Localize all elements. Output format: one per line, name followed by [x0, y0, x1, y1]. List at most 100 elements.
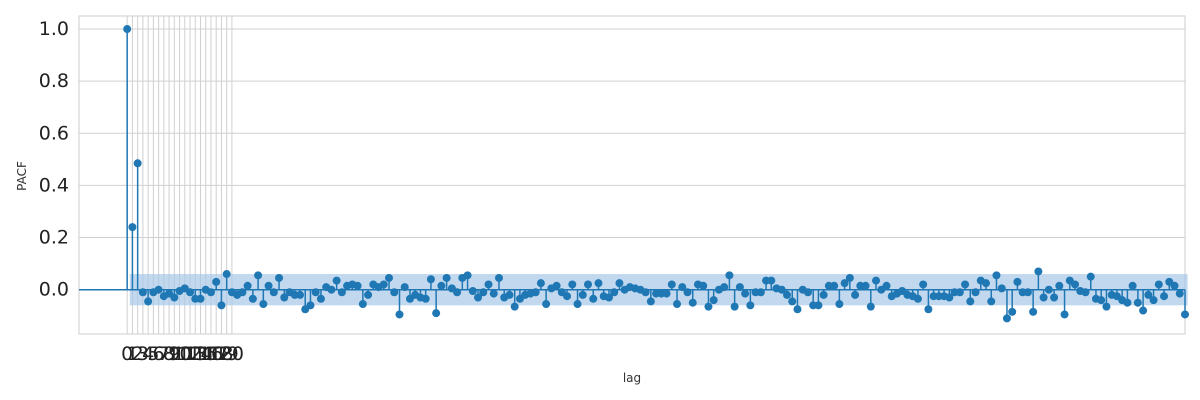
stem-marker — [1181, 310, 1189, 319]
stem-marker — [248, 294, 257, 303]
stem-series — [123, 25, 1189, 323]
stem-marker — [1002, 314, 1011, 323]
stem-marker — [919, 280, 928, 289]
stem-marker — [1034, 267, 1043, 276]
y-tick-label: 0.4 — [39, 174, 69, 196]
stem-marker — [709, 296, 718, 305]
stem-marker — [1060, 310, 1069, 319]
stem-marker — [144, 297, 153, 306]
stem-marker — [432, 309, 441, 318]
stem-marker — [767, 276, 776, 285]
stem-marker — [1154, 280, 1163, 289]
stem-marker — [735, 283, 744, 292]
stem-marker — [222, 270, 231, 279]
stem-marker — [385, 273, 394, 282]
stem-marker — [400, 283, 409, 292]
stem-marker — [531, 288, 540, 297]
stem-marker — [851, 290, 860, 299]
stem-marker — [604, 293, 613, 302]
stem-marker — [133, 159, 142, 168]
stem-marker — [196, 294, 205, 303]
stem-marker — [395, 310, 404, 319]
stem-marker — [1039, 293, 1048, 302]
stem-marker — [610, 288, 619, 297]
stem-marker — [269, 288, 278, 297]
stem-marker — [641, 288, 650, 297]
stem-marker — [489, 289, 498, 298]
stem-marker — [945, 293, 954, 302]
x-tick-label: 19 — [215, 343, 239, 365]
stem-marker — [332, 276, 341, 285]
stem-marker — [730, 302, 739, 311]
stem-marker — [845, 273, 854, 282]
stem-marker — [667, 280, 676, 289]
stem-marker — [1097, 296, 1106, 305]
stem-marker — [138, 288, 147, 297]
stem-marker — [327, 285, 336, 294]
x-tick-label: 1 — [126, 343, 138, 365]
stem-marker — [1133, 298, 1142, 307]
stem-marker — [866, 302, 875, 311]
stem-marker — [777, 285, 786, 294]
stem-marker — [982, 279, 991, 288]
stem-marker — [1144, 290, 1153, 299]
stem-marker — [913, 294, 922, 303]
stem-marker — [924, 305, 933, 314]
stem-marker — [1149, 296, 1158, 305]
stem-marker — [683, 288, 692, 297]
stem-marker — [453, 288, 462, 297]
stem-marker — [814, 301, 823, 310]
stem-marker — [358, 300, 367, 309]
stem-marker — [720, 283, 729, 292]
y-tick-label: 1.0 — [39, 18, 69, 40]
stem-marker — [688, 298, 697, 307]
stem-marker — [1102, 302, 1111, 311]
x-tick-label: 18 — [209, 343, 233, 365]
x-tick-label: 14 — [188, 343, 212, 365]
y-tick-label: 0.8 — [39, 70, 69, 92]
x-tick-label: 11 — [173, 343, 197, 365]
stem-marker — [584, 280, 593, 289]
stem-marker — [542, 300, 551, 309]
x-tick-label: 7 — [158, 343, 170, 365]
x-tick-label: 0 — [121, 343, 133, 365]
x-tick-label: 6 — [153, 343, 165, 365]
stem-marker — [746, 301, 755, 310]
stem-marker — [484, 280, 493, 289]
stem-marker — [678, 283, 687, 292]
stem-marker — [426, 275, 435, 284]
stem-marker — [819, 290, 828, 299]
stem-marker — [154, 285, 163, 294]
stem-marker — [364, 290, 373, 299]
stem-marker — [337, 288, 346, 297]
stem-marker — [280, 293, 289, 302]
stem-marker — [390, 288, 399, 297]
stem-marker — [243, 281, 252, 290]
stem-marker — [966, 297, 975, 306]
stem-marker — [573, 300, 582, 309]
stem-marker — [1071, 280, 1080, 289]
stem-marker — [421, 294, 430, 303]
stem-marker — [494, 273, 503, 282]
stem-marker — [741, 289, 750, 298]
stem-marker — [295, 290, 304, 299]
y-tick-label: 0.6 — [39, 122, 69, 144]
stem-marker — [1044, 285, 1053, 294]
stem-marker — [505, 290, 514, 299]
stem-marker — [783, 290, 792, 299]
stem-marker — [463, 271, 472, 280]
stem-marker — [206, 288, 215, 297]
stem-marker — [788, 297, 797, 306]
stem-marker — [128, 223, 137, 232]
stem-marker — [961, 280, 970, 289]
stem-marker — [563, 292, 572, 301]
stem-marker — [259, 300, 268, 309]
stem-marker — [479, 288, 488, 297]
stem-marker — [170, 293, 179, 302]
x-tick-label: 10 — [167, 343, 191, 365]
stem-marker — [756, 288, 765, 297]
stem-marker — [835, 300, 844, 309]
stem-marker — [568, 280, 577, 289]
stem-marker — [861, 281, 870, 290]
